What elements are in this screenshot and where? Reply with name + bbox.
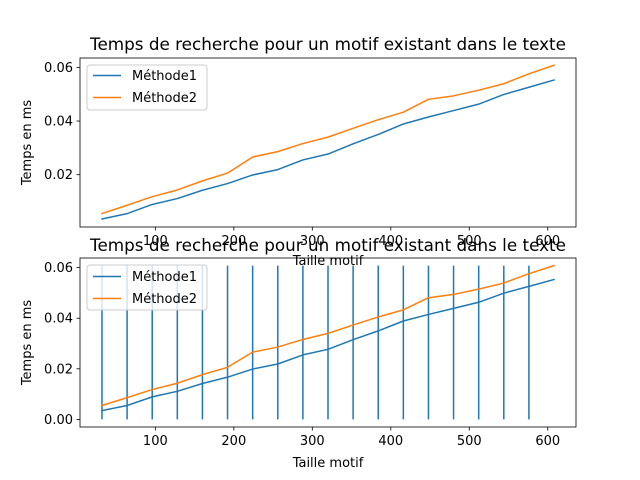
bottom-x-tick-label: 200 [221,434,246,449]
bottom-x-axis-label: Taille motif [292,456,364,471]
top-series-line-methode1 [101,79,555,220]
top-series-lines [101,64,555,220]
bottom-series-lines [101,264,555,412]
top-y-ticks: 0.02 0.04 0.06 [44,61,80,183]
bottom-axes-frame [79,257,577,428]
top-legend-label-methode1: Méthode1 [132,69,197,84]
top-y-axis-label: Temps en ms [20,100,35,187]
top-legend-label-methode2: Méthode2 [132,91,197,106]
bottom-chart-title: Temps de recherche pour un motif existan… [89,235,566,255]
bottom-subplot: 100 200 300 400 500 600 0.00 0.02 0.04 0.06 Tail… [20,235,577,471]
bottom-x-tick-label: 500 [457,434,482,449]
bottom-series-line-methode2 [101,264,555,407]
bottom-vlines [101,265,530,420]
bottom-y-tick-label: 0.00 [44,413,73,428]
top-axes-frame [79,57,577,228]
bottom-series-line-methode1 [101,278,555,412]
bottom-x-tick-label: 300 [300,434,325,449]
bottom-legend-label-methode1: Méthode1 [132,270,197,285]
top-x-ticks: 100 200 300 400 500 600 [143,227,560,249]
bottom-y-tick-label: 0.02 [44,362,73,377]
top-x-tick-label: 400 [378,234,403,249]
top-y-tick-label: 0.04 [44,115,73,130]
bottom-x-tick-label: 400 [378,434,403,449]
bottom-x-ticks: 100 200 300 400 500 600 [143,427,560,449]
top-x-tick-label: 200 [221,234,246,249]
bottom-y-tick-label: 0.04 [44,312,73,327]
top-subplot: 100 200 300 400 500 600 0.020.040.06 Taille m… [20,34,577,269]
bottom-x-tick-label: 600 [535,434,560,449]
bottom-legend: Méthode1 Méthode2 [86,264,208,311]
bottom-x-tick-label: 100 [143,434,168,449]
top-x-tick-label: 300 [300,234,325,249]
top-x-tick-label: 100 [143,234,168,249]
bottom-y-axis-label: Temps en ms [20,300,35,387]
top-y-tick-label: 0.02 [44,168,73,183]
bottom-y-tick-label: 0.06 [44,261,73,276]
top-y-tick-label: 0.06 [44,61,73,76]
top-series-line-methode2 [101,64,555,215]
top-x-tick-label: 600 [535,234,560,249]
top-chart-title: Temps de recherche pour un motif existan… [89,34,566,54]
top-legend: Méthode1 Méthode2 [86,64,208,111]
top-x-tick-label: 500 [457,234,482,249]
bottom-legend-label-methode2: Méthode2 [132,292,197,307]
bottom-y-ticks: 0.00 0.02 0.04 0.06 [44,261,80,428]
